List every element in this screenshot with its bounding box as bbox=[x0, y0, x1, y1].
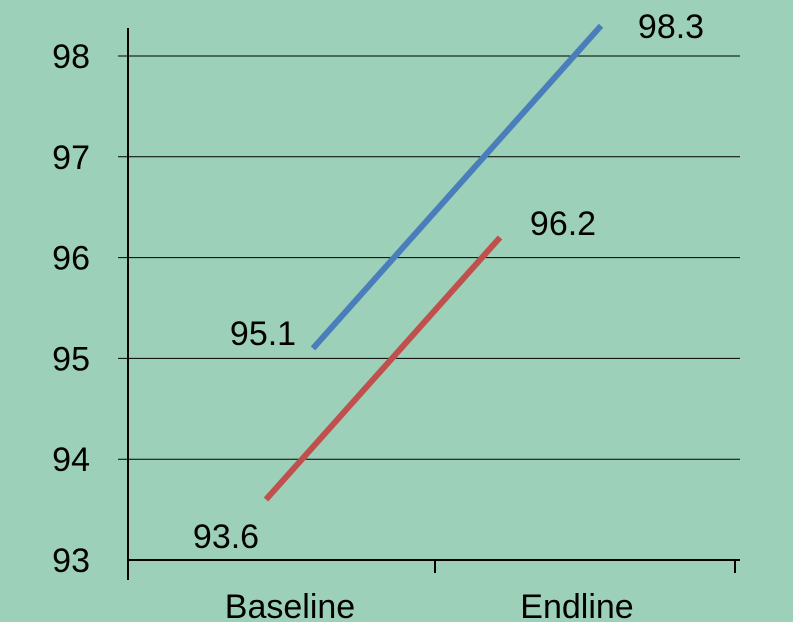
data-label-series2-baseline: 93.6 bbox=[193, 518, 259, 556]
data-labels: 95.1 98.3 93.6 96.2 bbox=[193, 8, 704, 556]
series-lines bbox=[263, 23, 604, 502]
y-tick-label-93: 93 bbox=[52, 542, 90, 580]
x-tick-label-endline: Endline bbox=[520, 588, 633, 622]
y-tick-label-98: 98 bbox=[52, 38, 90, 76]
data-label-series1-endline: 98.3 bbox=[638, 8, 704, 46]
x-axis-ticks bbox=[127, 560, 736, 573]
x-tick-label-baseline: Baseline bbox=[225, 588, 355, 622]
y-tick-label-94: 94 bbox=[52, 441, 90, 479]
series-1-line bbox=[310, 23, 604, 351]
x-tick-labels: Baseline Endline bbox=[225, 588, 634, 622]
y-tick-label-96: 96 bbox=[52, 240, 90, 278]
data-label-series1-baseline: 95.1 bbox=[230, 315, 296, 353]
y-tick-label-97: 97 bbox=[52, 139, 90, 177]
data-label-series2-endline: 96.2 bbox=[530, 205, 596, 243]
y-tick-labels: 98 97 96 95 94 93 bbox=[52, 38, 90, 580]
y-tick-label-95: 95 bbox=[52, 340, 90, 378]
series-2-line bbox=[263, 235, 503, 502]
grid-lines bbox=[118, 55, 740, 460]
